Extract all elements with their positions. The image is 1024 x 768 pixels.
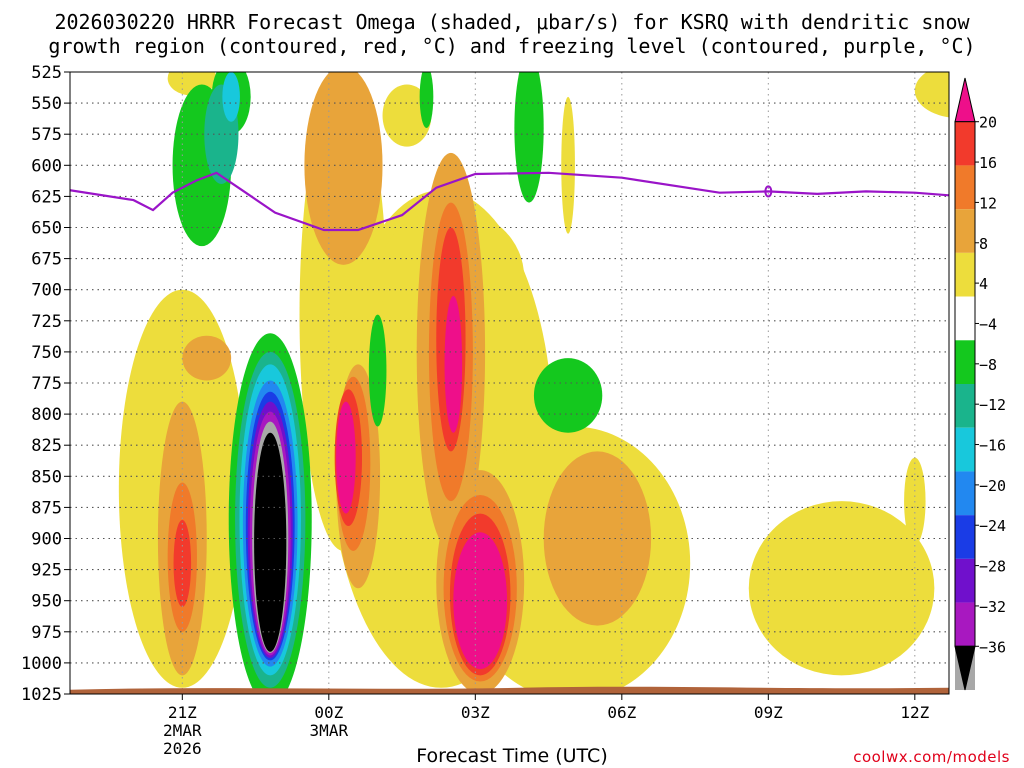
chart-title-line1: 2026030220 HRRR Forecast Omega (shaded, …: [54, 10, 970, 34]
y-tick-label: 550: [31, 94, 62, 114]
x-tick-date: 3MAR: [310, 721, 349, 740]
credit-link[interactable]: coolwx.com/models: [853, 748, 1010, 766]
omega-region-45: [254, 432, 287, 652]
colorbar-segment: [955, 384, 975, 428]
y-tick-label: 575: [31, 125, 62, 145]
y-tick-label: 725: [31, 312, 62, 332]
colorbar-segment: [955, 252, 975, 297]
y-tick-label: 525: [31, 63, 62, 83]
y-tick-label: 775: [31, 374, 62, 394]
y-axis: 525 550 575 600 625 650 675 700 725 750 775 800 825 8…: [21, 63, 70, 705]
omega-shading: [118, 72, 949, 694]
x-tick-label: 00Z: [314, 703, 343, 722]
omega-region-8: [561, 96, 575, 234]
colorbar-segment: [955, 296, 975, 341]
colorbar-label: −12: [979, 396, 1006, 414]
colorbar-label: −8: [979, 356, 997, 374]
omega-region-34: [533, 358, 603, 433]
colorbar-label: −4: [979, 315, 997, 333]
colorbar-bottom-arrow: [954, 645, 976, 691]
freezing-level: [70, 171, 949, 232]
omega-region-33: [368, 314, 387, 427]
colorbar-label: −36: [979, 638, 1006, 656]
omega-region-27: [453, 532, 508, 670]
omega-region-13: [543, 451, 652, 626]
y-tick-label: 650: [31, 219, 62, 239]
omega-region-31: [514, 72, 544, 203]
colorbar-segment: [955, 558, 975, 603]
gridlines: [70, 71, 949, 695]
colorbar-label: −28: [979, 558, 1006, 576]
x-tick-label: 12Z: [900, 703, 929, 722]
freezing-level-marker: [764, 185, 773, 198]
x-tick-label: 09Z: [754, 703, 783, 722]
omega-region-37: [222, 72, 240, 122]
x-tick-date: 2MAR: [163, 721, 202, 740]
colorbar-label: −32: [979, 598, 1006, 616]
x-axis-label: Forecast Time (UTC): [416, 745, 608, 767]
y-tick-label: 600: [31, 156, 62, 176]
y-tick-label: 625: [31, 187, 62, 207]
x-tick-label: 03Z: [461, 703, 490, 722]
colorbar-label: 4: [979, 275, 988, 293]
omega-region-32: [419, 72, 434, 128]
x-tick-label: 21Z: [168, 703, 197, 722]
colorbar-segment: [955, 427, 975, 472]
colorbar-label: −20: [979, 477, 1006, 495]
x-tick-year: 2026: [163, 739, 202, 758]
y-tick-label: 900: [31, 530, 62, 550]
omega-region-23: [173, 519, 192, 607]
terrain-fill: [70, 686, 949, 694]
colorbar-label: 8: [979, 235, 988, 253]
chart-title-line2: growth region (contoured, red, °C) and f…: [48, 34, 976, 58]
colorbar-segment: [955, 340, 975, 384]
colorbar-label: −24: [979, 517, 1006, 535]
colorbar-label: −16: [979, 437, 1006, 455]
y-tick-label: 875: [31, 498, 62, 518]
y-tick-label: 750: [31, 343, 62, 363]
y-tick-label: 950: [31, 592, 62, 612]
colorbar: 20 16 12 8 4 −4 −8 −12 −16 −20 −24 −28 −32 −36: [954, 77, 1006, 691]
colorbar-segment: [955, 165, 975, 210]
y-tick-label: 850: [31, 467, 62, 487]
colorbar-top-arrow: [954, 77, 976, 123]
omega-region-7: [382, 84, 432, 147]
freezing-level-line: [70, 171, 949, 232]
colorbar-segment: [955, 515, 975, 559]
omega-region-14: [182, 335, 232, 381]
y-tick-label: 1000: [21, 654, 62, 674]
colorbar-label: 12: [979, 194, 997, 212]
omega-region-11: [304, 72, 383, 265]
colorbar-segment: [955, 209, 975, 253]
y-tick-label: 700: [31, 281, 62, 301]
colorbar-segment: [955, 121, 975, 166]
colorbar-label: 16: [979, 154, 997, 172]
y-tick-label: 825: [31, 436, 62, 456]
colorbar-label: 20: [979, 114, 997, 132]
omega-region-6: [914, 72, 949, 118]
y-tick-label: 975: [31, 623, 62, 643]
terrain: [70, 686, 949, 694]
x-tick-label: 06Z: [607, 703, 636, 722]
y-tick-label: 925: [31, 561, 62, 581]
y-tick-label: 800: [31, 405, 62, 425]
omega-region-28: [336, 401, 356, 514]
y-tick-label: 675: [31, 250, 62, 270]
colorbar-segment: [955, 602, 975, 647]
omega-region-26: [444, 295, 463, 433]
colorbar-segment: [955, 471, 975, 516]
omega-region-4: [748, 501, 935, 676]
y-tick-label: 1025: [21, 685, 62, 705]
